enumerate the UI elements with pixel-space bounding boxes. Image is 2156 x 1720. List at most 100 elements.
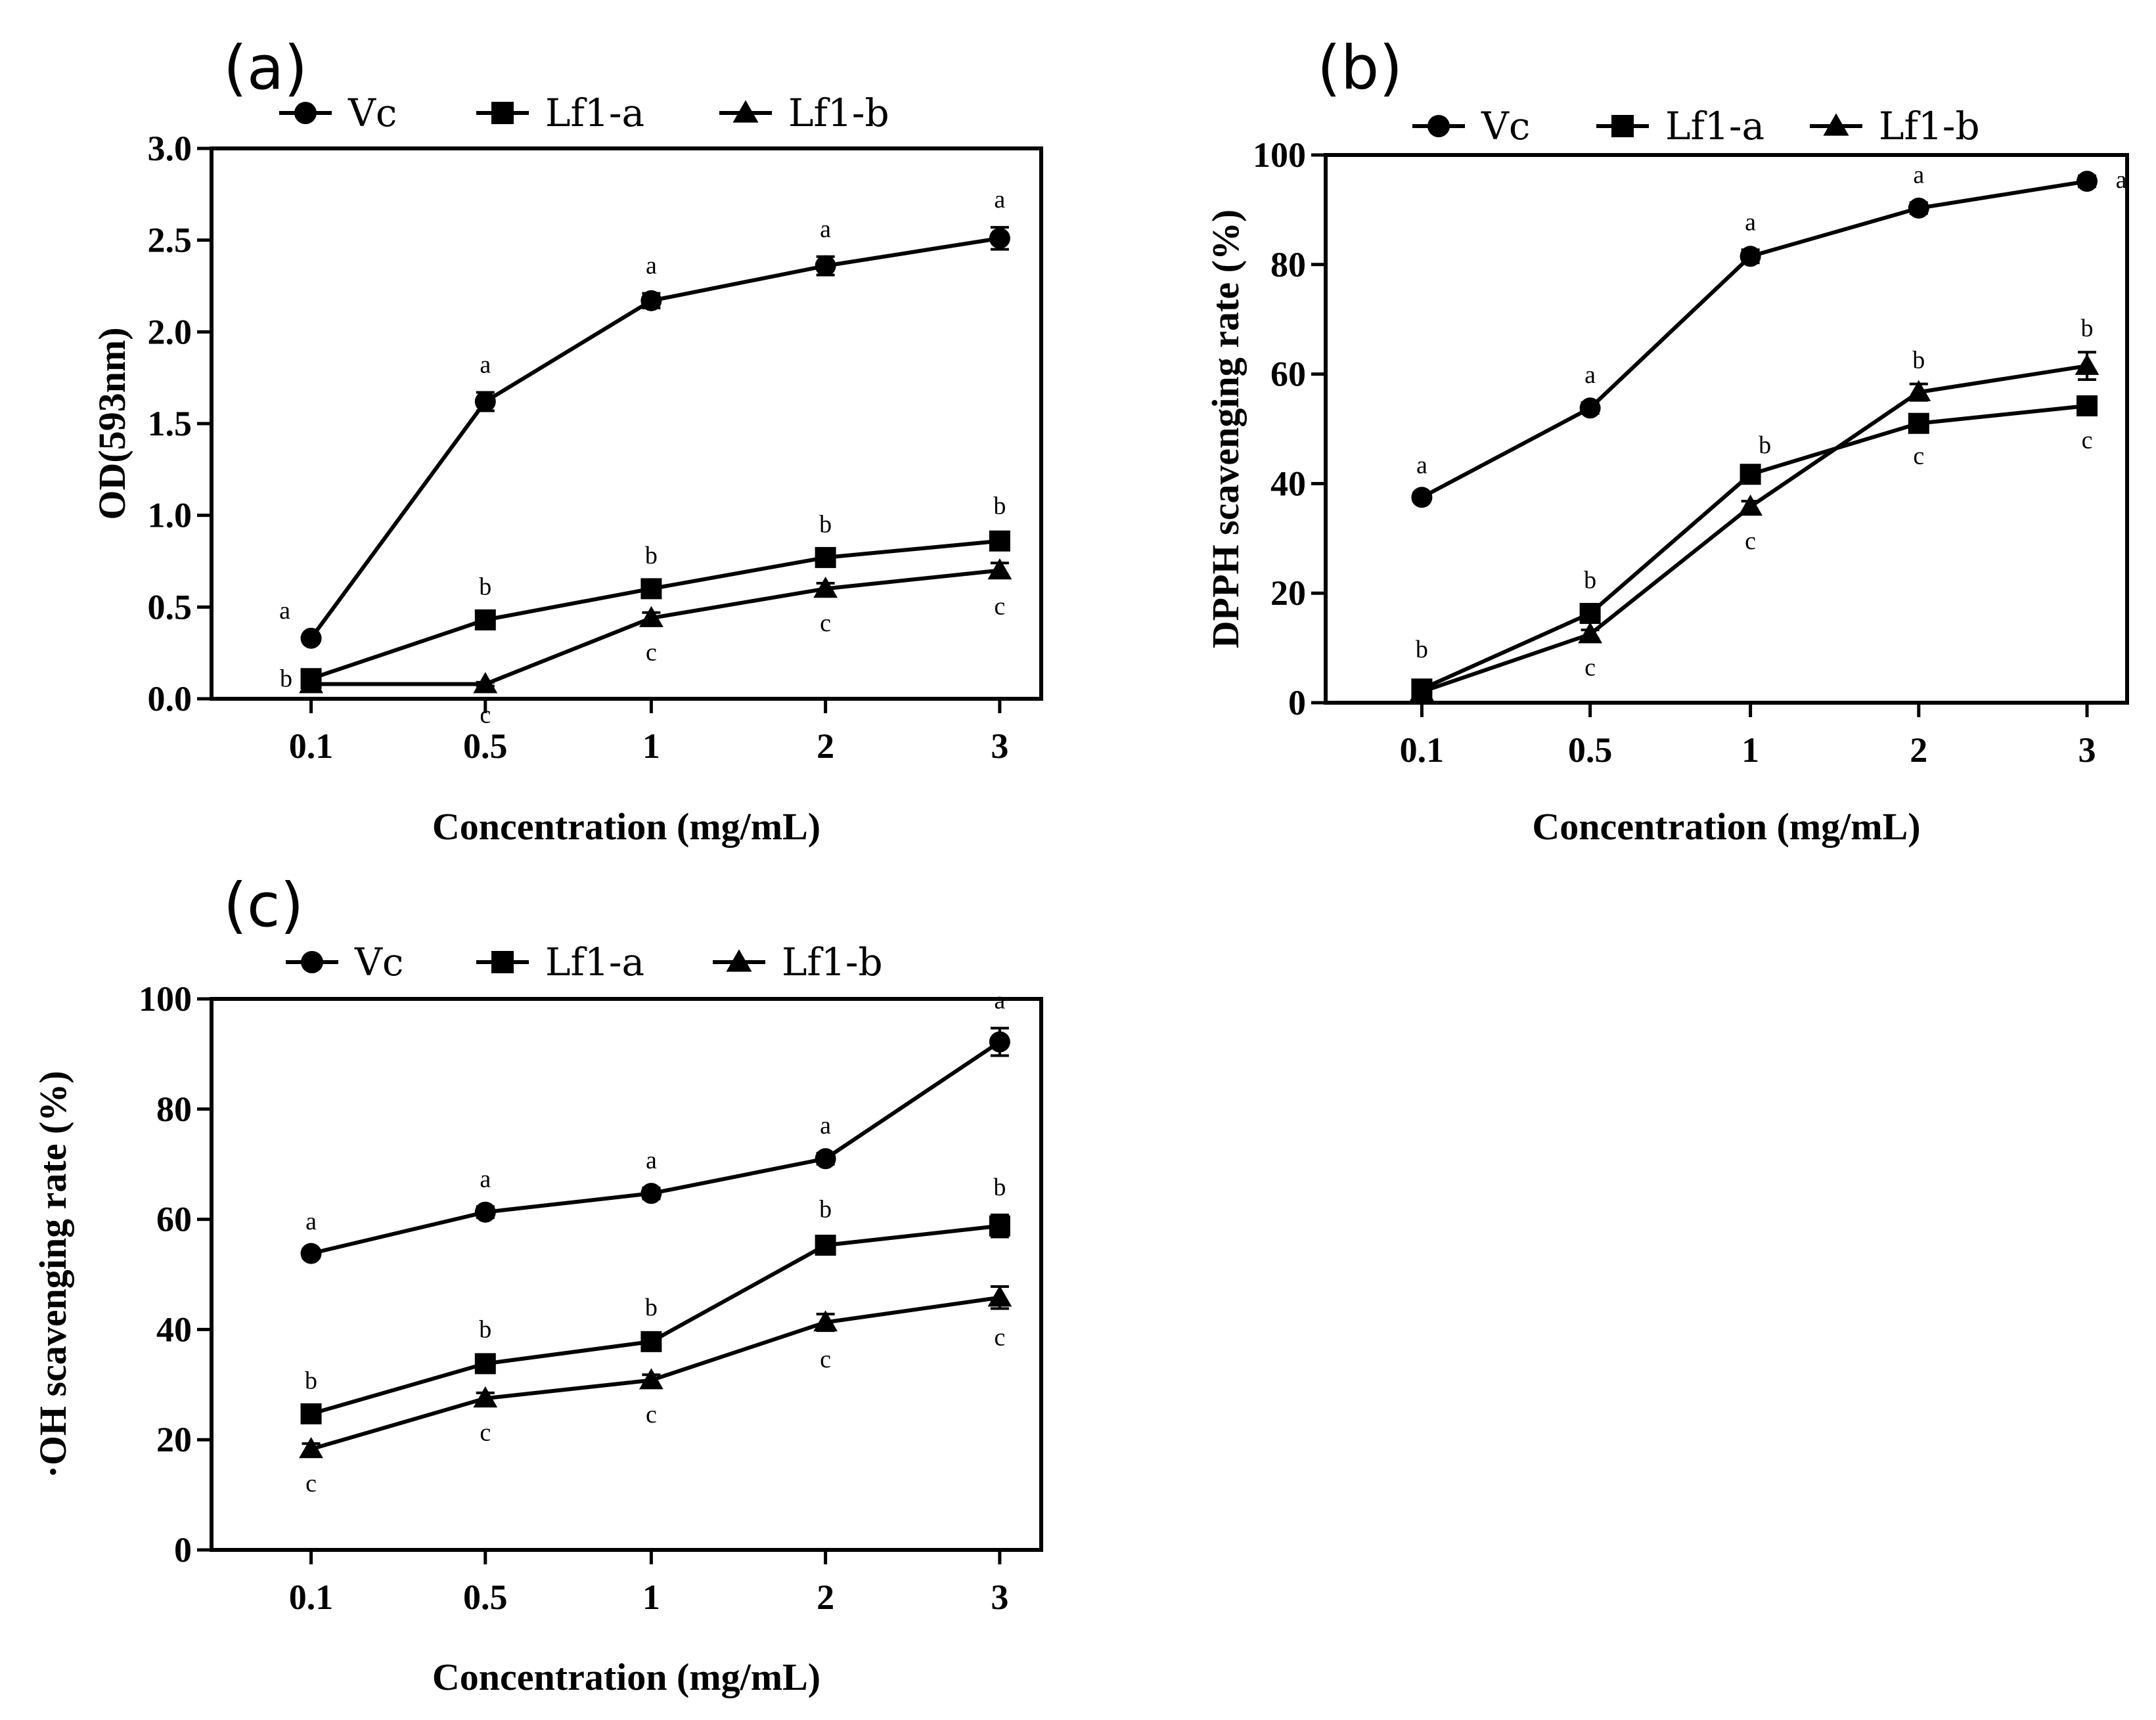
- y-tick-label: 0.0: [148, 679, 192, 718]
- significance-label: c: [1584, 653, 1596, 681]
- significance-label: a: [1745, 208, 1756, 236]
- significance-label: c: [994, 1324, 1005, 1352]
- plot-frame: [210, 146, 1043, 701]
- data-point: [300, 1403, 322, 1424]
- legend-label: Vc: [348, 91, 397, 135]
- legend-label: Lf1-a: [545, 91, 644, 135]
- data-point: [474, 391, 496, 412]
- significance-label: c: [480, 1419, 491, 1447]
- legend-marker: [491, 102, 514, 124]
- significance-label: a: [1913, 162, 1924, 189]
- significance-label: b: [819, 511, 832, 539]
- y-tick-label: 0: [174, 1530, 192, 1570]
- plot-frame: [210, 997, 1043, 1552]
- series-lf1-b: c c b b: [1410, 315, 2100, 701]
- data-point: [1578, 622, 1602, 644]
- x-tick-label: 1: [1741, 730, 1759, 770]
- legend-label: Lf1-a: [545, 940, 644, 984]
- legend-marker: [1823, 113, 1849, 136]
- y-tick-label: 100: [1253, 135, 1306, 175]
- significance-label: a: [1416, 452, 1427, 479]
- y-axis-title: OD(593nm): [91, 327, 133, 519]
- x-tick-label: 0.5: [1568, 730, 1613, 770]
- significance-label: c: [994, 593, 1005, 621]
- data-point: [1410, 679, 1434, 701]
- plot-frame: [1324, 153, 2129, 705]
- x-tick-label: 0.5: [463, 1577, 508, 1617]
- data-point: [300, 627, 322, 649]
- legend-marker: [301, 951, 323, 973]
- y-tick-label: 0: [1288, 683, 1306, 722]
- legend-label: Vc: [354, 940, 403, 984]
- legend-marker: [1427, 115, 1450, 137]
- data-point: [640, 578, 662, 600]
- legend-label: Lf1-b: [788, 91, 889, 135]
- data-point: [989, 1031, 1010, 1053]
- y-tick-label: 60: [1270, 355, 1306, 394]
- legend-marker: [732, 100, 759, 123]
- y-tick-label: 40: [1270, 464, 1306, 503]
- data-point: [815, 1235, 836, 1256]
- y-tick-label: 80: [1270, 245, 1306, 284]
- significance-label: a: [820, 1112, 831, 1139]
- significance-label: a: [305, 1208, 317, 1235]
- significance-label: c: [1745, 527, 1756, 555]
- x-tick-label: 2: [1910, 730, 1927, 770]
- data-point: [987, 558, 1012, 580]
- chart-panel-c: (c) 0 20 40 60 80 100 0.1 0.5 1 2 3 Concentration (m…: [32, 870, 1043, 1698]
- data-point: [989, 1215, 1010, 1237]
- significance-label: b: [1584, 567, 1596, 594]
- legend: Vc Lf1-a Lf1-b: [286, 940, 883, 984]
- legend-marker: [491, 951, 514, 973]
- y-tick-label: 100: [139, 979, 192, 1019]
- legend-label: Lf1-a: [1665, 104, 1764, 148]
- x-tick-label: 1: [642, 1577, 660, 1617]
- series-vc: a a a a a: [300, 986, 1010, 1264]
- significance-label: b: [2081, 315, 2094, 342]
- significance-label: b: [479, 1315, 491, 1343]
- data-point: [1740, 246, 1761, 267]
- data-point: [640, 1183, 662, 1204]
- data-point: [1740, 464, 1761, 485]
- data-point: [1906, 380, 1931, 401]
- x-tick-label: 3: [991, 726, 1008, 766]
- data-point: [815, 546, 836, 568]
- legend-label: Vc: [1481, 104, 1530, 148]
- chart-panel-a: (a) 0.0 0.5 1.0 1.5 2.0 2.5 3.0 0.1 0.5 1 2 3 Concent…: [91, 33, 1043, 848]
- legend-marker: [726, 949, 752, 972]
- significance-label: a: [279, 597, 290, 625]
- data-point: [989, 227, 1010, 249]
- significance-label: c: [820, 1346, 831, 1373]
- significance-label: b: [1912, 347, 1925, 374]
- y-axis-title: DPPH scavenging rate (%): [1204, 209, 1247, 648]
- y-tick-label: 2.5: [148, 221, 192, 260]
- significance-label: b: [479, 573, 491, 601]
- y-tick-label: 2.0: [148, 312, 192, 351]
- x-tick-label: 0.1: [289, 1577, 334, 1617]
- data-point: [813, 577, 838, 598]
- significance-label: a: [820, 215, 831, 243]
- data-point: [815, 1148, 836, 1170]
- significance-label: a: [994, 986, 1005, 1014]
- y-tick-label: 40: [156, 1310, 192, 1349]
- significance-label: c: [1913, 443, 1924, 470]
- data-point: [989, 530, 1010, 552]
- significance-label: c: [820, 609, 831, 637]
- y-tick-label: 0.5: [148, 587, 192, 627]
- data-point: [987, 1285, 1012, 1307]
- x-axis-title: Concentration (mg/mL): [1532, 805, 1920, 848]
- significance-label: c: [646, 1401, 657, 1428]
- data-point: [1738, 495, 1763, 516]
- significance-label: b: [1416, 636, 1428, 663]
- y-tick-label: 20: [1270, 573, 1306, 613]
- legend-label: Lf1-b: [782, 940, 883, 984]
- chart-panel-b: (b) 0 20 40 60 80 100 0.1 0.5 1 2 3 Concentration (m…: [1204, 33, 2129, 848]
- significance-label: b: [305, 1367, 317, 1394]
- data-point: [2077, 395, 2098, 416]
- x-tick-label: 0.5: [463, 726, 508, 766]
- legend-marker: [294, 102, 317, 124]
- x-tick-label: 2: [817, 1577, 834, 1617]
- significance-label: a: [480, 1165, 491, 1193]
- significance-label: b: [1759, 431, 1771, 459]
